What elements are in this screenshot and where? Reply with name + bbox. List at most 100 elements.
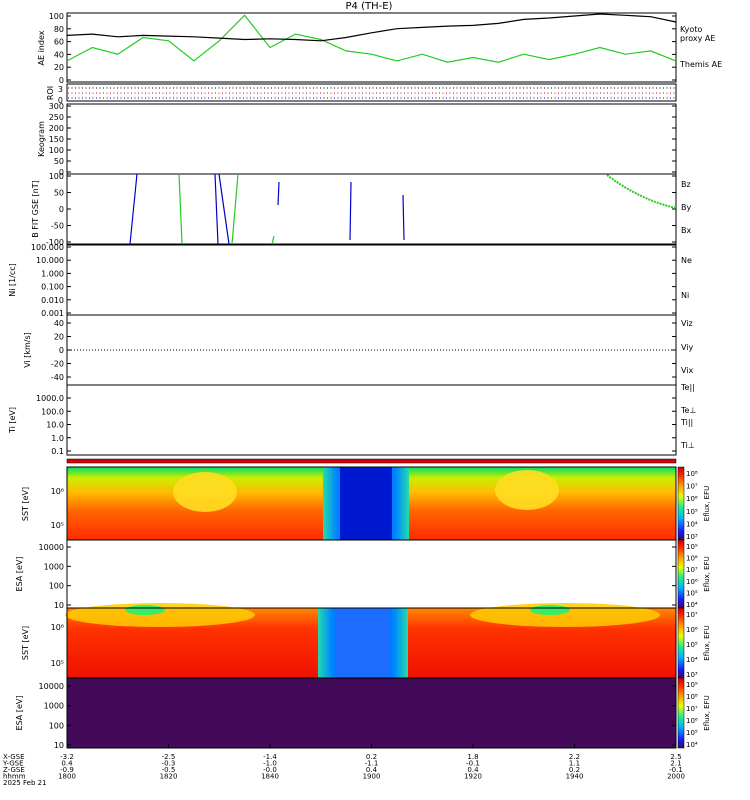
x-tick-label-x: 1.8 [467,753,478,761]
colorbar-tick-label: 10⁴ [686,656,698,664]
x-tick-label-y: -1.0 [263,760,277,768]
sst2-band-left [65,603,255,627]
esa2-yticks: 10000 1000 100 10 [39,682,676,750]
x-tick-label-z: 0.4 [467,766,479,774]
keogram-tick-label: 300 [49,102,64,111]
colorbar-tick-label: 10³ [686,671,698,679]
legend-ti-par: Ti|| [680,418,693,427]
x-tick-label-x: 2.5 [670,753,681,761]
keogram-tick-label: 100 [49,146,64,155]
colorbar-1 [677,539,685,609]
panel-sst-2: 10⁶ 10⁵ SST [eV] [21,603,677,679]
esa1-tick-label: 100 [49,582,64,591]
ni-panel-frame [66,244,677,316]
x-tick-label-y: -0.1 [466,760,480,768]
x-tick-label-z: -0.1 [669,766,683,774]
colorbar-label: Eflux, EFU [703,625,711,660]
panel-keogram: 300 250 200 150 100 50 0 Keogram [37,102,677,177]
roi-ylabel: ROI [46,86,55,100]
ti-tick-label: 1.0 [51,434,64,443]
x-tick-label-z: -0.9 [60,766,74,774]
bfit-by-spike-3 [271,235,275,245]
bfit-bx-spike-6 [402,194,405,241]
colorbar-tick-label: 10⁹ [686,543,698,551]
bfit-bx-spike-3 [218,173,230,245]
esa1-tick-label: 10 [54,601,64,610]
sst2-green-right [530,605,570,615]
legend-viz: Viz [681,319,693,328]
ae-yticks: 100 80 60 40 20 0 [49,12,676,85]
sst1-cavity-core [340,467,392,540]
x-tick-label-z: -0.5 [162,766,176,774]
ti-tick-label: 100.0 [41,407,64,416]
colorbar-tick-label: 10⁷ [686,705,698,713]
legend-ti-perp: Ti⊥ [680,441,695,450]
ni-tick-label: 1.000 [41,269,64,278]
ti-ylabel: Ti [eV] [8,407,17,434]
ae-series-line-0 [66,14,677,63]
ae-tick-label: 80 [54,25,64,34]
sst1-blob-right [495,470,559,510]
legend-kyoto-line-2: proxy AE [680,34,715,43]
bfit-tick-label: -50 [51,222,64,231]
x-tick-label-hhmm: 1800 [58,773,76,781]
colorbar-tick-label: 10⁸ [686,555,698,563]
x-axis-labels: -3.20.4-0.91800-2.5-0.3-0.51820-1.4-1.0-… [2,744,685,787]
bfit-tick-label: 0 [59,205,64,214]
panel-roi: 3 0 ROI [46,83,677,105]
sst2-ylabel: SST [eV] [21,626,30,660]
colorbar-tick-label: 10⁸ [686,470,698,478]
sst1-blob-left [173,472,237,512]
vi-tick-label: -40 [51,373,64,382]
sst1-ylabel: SST [eV] [21,487,30,521]
legend-bz: Bz [681,180,691,189]
esa1-panel-frame [66,539,677,609]
legend-by: By [681,203,691,212]
colorbar-tick-label: 10⁵ [686,641,698,649]
sst2-ytick-1e6: 10⁶ [51,623,64,632]
legend-te-par: Te|| [680,383,695,392]
colorbar-label: Eflux, EFU [703,556,711,591]
x-tick-label-hhmm: 2000 [667,773,685,781]
vi-ylabel: Vi [km/s] [23,332,32,368]
x-tick-label-hhmm: 1900 [363,773,381,781]
panel-sst-1: 10⁶ 10⁵ SST [eV] [21,466,677,541]
x-tick-label-x: -3.2 [60,753,74,761]
sst2-green-left [125,605,165,615]
sst1-ytick-1e6: 10⁶ [51,487,64,496]
colorbar-tick-label: 10⁴ [686,520,698,528]
ni-tick-label: 0.001 [41,309,64,318]
ti-tick-label: 0.1 [51,447,64,456]
ae-tick-label: 40 [54,50,64,59]
ae-lines [66,13,677,63]
keogram-tick-label: 200 [49,124,64,133]
bfit-traces [129,173,677,245]
colorbar-tick-label: 10⁴ [686,741,698,749]
panel-b-fit: 100 50 0 -50 -100 B FIT GSE [nT] Bz By Bx [31,172,691,247]
colorbars: 10⁸ 10⁷ 10⁶ 10⁵ 10⁴ 10³ Eflux, EFU 10⁹ 10⁸ 10⁷ 10⁶… [677,466,711,749]
colorbar-0 [677,466,685,541]
sst1-ytick-1e5: 10⁵ [51,521,64,530]
esa2-ylabel: ESA [eV] [15,696,24,731]
colorbar-label: Eflux, EFU [703,486,711,521]
panel-esa-1: 10000 1000 100 10 ESA [eV] [15,539,677,610]
plot-title: P4 (TH-E) [346,1,393,12]
esa1-ylabel: ESA [eV] [15,557,24,592]
bfit-panel-frame [66,173,677,245]
ae-ylabel: AE index [37,30,46,65]
x-tick-label-x: 0.2 [366,753,377,761]
colorbar-tick-label: 10³ [686,533,698,541]
ni-yticks: 100.000 10.000 1.000 0.100 0.010 0.001 [31,243,676,318]
bfit-by-spike-1 [178,173,183,245]
x-tick-label-hhmm: 1940 [566,773,584,781]
legend-te-perp: Te⊥ [680,406,696,415]
bfit-by-spike-2 [231,173,239,245]
legend-bx: Bx [681,226,691,235]
colorbar-2 [677,607,685,679]
esa1-tick-label: 10000 [39,543,64,552]
colorbar-tick-label: 10⁶ [686,717,698,725]
keogram-tick-label: 50 [54,157,64,166]
panel-ni: 100.000 10.000 1.000 0.100 0.010 0.001 Ni [1/… [8,243,692,318]
ni-tick-label: 0.010 [41,296,64,305]
